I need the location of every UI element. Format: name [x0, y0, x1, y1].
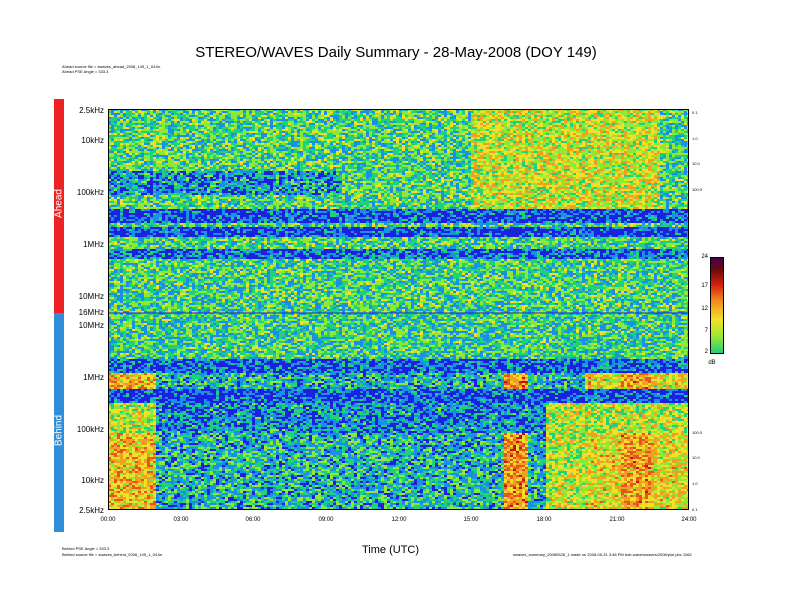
x-tick: 18:00 — [529, 517, 559, 523]
x-tick: 24:00 — [674, 517, 704, 523]
right-tick: 10.0 — [692, 161, 700, 166]
colorbar-label: dB — [702, 360, 722, 366]
right-tick: 0.1 — [692, 507, 698, 512]
y-tick: 10MHz — [54, 321, 104, 330]
colorbar-tick: 17 — [688, 283, 708, 289]
right-tick: 0.1 — [692, 110, 698, 115]
colorbar-tick: 2 — [688, 349, 708, 355]
y-tick: 2.5kHz — [54, 506, 104, 515]
x-tick: 09:00 — [311, 517, 341, 523]
y-tick: 16MHz — [54, 308, 104, 317]
x-tick: 03:00 — [166, 517, 196, 523]
y-tick: 10kHz — [54, 136, 104, 145]
colorbar-tick: 7 — [688, 328, 708, 334]
colorbar-tick: 24 — [688, 254, 708, 260]
y-tick: 100kHz — [54, 425, 104, 434]
x-tick: 12:00 — [384, 517, 414, 523]
behind-source-text: Behind source file = swaves_behind_2008_… — [62, 552, 162, 557]
x-axis-label: Time (UTC) — [362, 544, 419, 556]
y-tick: 2.5kHz — [54, 106, 104, 115]
footer-text: swaves_summary_20080528_1 made on 2008-0… — [513, 552, 692, 557]
x-tick: 06:00 — [238, 517, 268, 523]
colorbar-tick: 12 — [688, 306, 708, 312]
y-tick: 10kHz — [54, 476, 104, 485]
right-tick: 1.0 — [692, 481, 698, 486]
x-tick: 21:00 — [602, 517, 632, 523]
x-tick: 15:00 — [456, 517, 486, 523]
spectrogram-plot — [108, 109, 689, 510]
right-tick: 1.0 — [692, 136, 698, 141]
chart-title: STEREO/WAVES Daily Summary - 28-May-2008… — [0, 44, 792, 61]
right-tick: 100.0 — [692, 430, 702, 435]
y-tick: 100kHz — [54, 188, 104, 197]
right-tick: 100.0 — [692, 187, 702, 192]
ahead-pse-text: Ahead PSE Angle = 333.3 — [62, 69, 108, 74]
colorbar — [710, 257, 724, 354]
behind-pse-text: Behind PSE Angle = 333.3 — [62, 546, 109, 551]
y-tick: 1MHz — [54, 373, 104, 382]
right-tick: 10.0 — [692, 455, 700, 460]
y-tick: 10MHz — [54, 292, 104, 301]
x-tick: 00:00 — [93, 517, 123, 523]
y-tick: 1MHz — [54, 240, 104, 249]
